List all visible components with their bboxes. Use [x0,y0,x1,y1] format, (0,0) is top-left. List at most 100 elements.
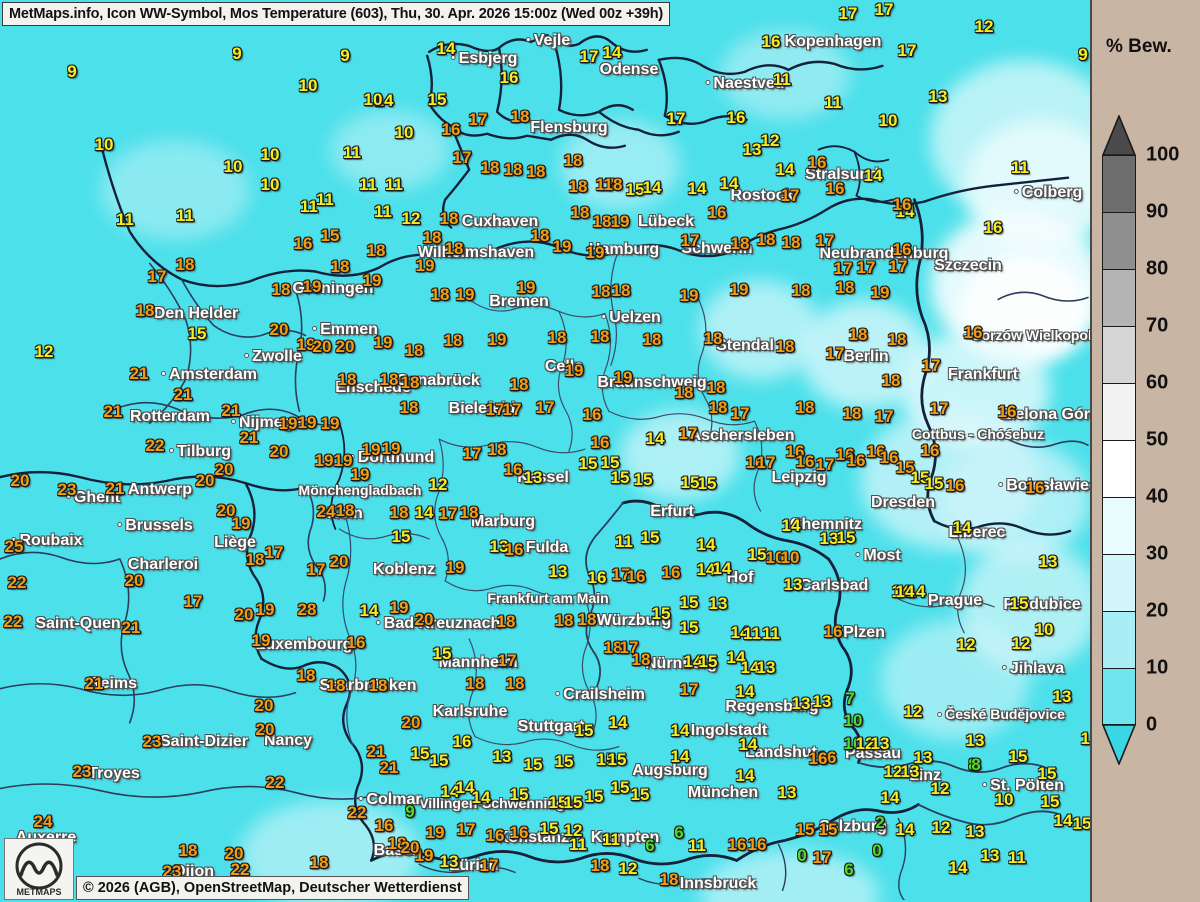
city-name: Regensburg [725,698,819,715]
station-temperature: 18 [465,674,485,693]
station-temperature: 19 [564,361,584,380]
station-temperature: 6 [645,836,655,855]
station-temperature: 15 [563,793,583,812]
station-temperature: 10 [223,157,243,176]
legend-panel: % Bew. 100 90 80 70 60 50 40 30 20 10 0 [1092,0,1200,902]
city-name: Carlsbad [799,577,869,594]
station-temperature: 18 [563,151,583,170]
map-panel[interactable]: Vejle Esbjerg Odense Naestved Kopenhagen Flen… [0,0,1092,902]
city-label: Villingen-Schwenningen [419,795,581,811]
station-temperature: 11 [773,70,791,89]
station-temperature: 18 [404,341,424,360]
station-temperature: 14 [738,735,758,754]
cloud-shading [700,280,820,380]
station-temperature: 16 [509,823,529,842]
city-name: Antwerp [128,481,192,498]
station-temperature: 13 [708,594,728,613]
station-temperature: 15 [548,793,568,812]
station-temperature: 15 [584,787,604,806]
station-temperature: 19 [251,631,271,650]
station-temperature: 16 [747,835,767,854]
colorbar-tick-label: 10 [1146,656,1169,679]
station-temperature: 16 [808,749,828,768]
station-temperature: 15 [1037,764,1057,783]
station-temperature: 12 [883,762,903,781]
station-temperature: 15 [679,593,699,612]
city-label: Bolesławiec [998,477,1090,495]
station-temperature: 13 [965,731,985,750]
station-temperature: 17 [502,400,522,419]
station-temperature: 20 [216,501,236,520]
station-temperature: 15 [600,453,620,472]
station-temperature: 19 [585,243,605,262]
station-temperature: 15 [509,785,529,804]
station-temperature: 17 [680,231,700,250]
station-temperature: 15 [924,474,944,493]
cloud-shading [930,60,1090,220]
station-temperature: 16 [761,32,781,51]
station-temperature: 18 [509,375,529,394]
station-temperature: 18 [387,834,407,853]
station-temperature: 18 [335,501,355,520]
station-temperature: 15 [633,470,653,489]
station-temperature: 16 [920,441,940,460]
station-temperature: 21 [121,618,141,637]
city-label: Zürich [441,857,499,875]
city-label: Groningen [293,280,374,298]
station-temperature: 18 [379,370,399,389]
station-temperature: 18 [730,234,750,253]
station-temperature: 18 [781,233,801,252]
city-label: Stendal [716,337,774,355]
city-name: Innsbruck [679,875,757,892]
station-temperature: 14 [891,582,911,601]
station-temperature: 19 [381,439,401,458]
station-temperature: 16 [997,402,1017,421]
station-temperature: 9 [405,802,415,821]
colorbar-band [1102,611,1136,668]
city-marker-icon [855,552,861,558]
station-temperature: 17 [579,47,599,66]
station-temperature: 18 [791,281,811,300]
city-marker-icon [937,711,943,717]
station-temperature: 18 [271,280,291,299]
station-temperature: 15 [625,180,645,199]
station-temperature: 15 [679,618,699,637]
station-temperature: 19 [613,368,633,387]
city-label: Kassel [517,469,569,487]
city-label: Dresden [871,494,935,512]
city-marker-icon [230,419,236,425]
station-temperature: 14 [670,721,690,740]
station-temperature: 21 [221,401,241,420]
station-temperature: 18 [590,856,610,875]
city-name: Zürich [449,857,499,874]
station-temperature: 15 [578,454,598,473]
station-temperature: 18 [135,301,155,320]
city-name: Villingen-Schwenningen [419,795,581,811]
station-temperature: 10 [94,135,114,154]
station-temperature: 18 [554,611,574,630]
station-temperature: 17 [595,175,615,194]
station-temperature: 13 [489,537,509,556]
colorbar[interactable]: 100 90 80 70 60 50 40 30 20 10 0 [1101,113,1179,767]
city-label: Mannheim [438,654,517,672]
station-temperature: 14 [645,429,665,448]
city-name: Jihlava [1009,660,1065,677]
station-temperature: 18 [503,160,523,179]
station-temperature: 12 [618,859,638,878]
station-temperature: 10 [765,548,785,567]
station-temperature: 16 [727,835,747,854]
station-temperature: 20 [401,713,421,732]
city-marker-icon [1013,189,1019,195]
station-temperature: 20 [269,320,289,339]
station-temperature: 14 [374,91,394,110]
station-temperature: 18 [659,870,679,889]
station-temperature: 17 [929,399,949,418]
station-temperature: 13 [965,822,985,841]
station-temperature: 18 [706,378,726,397]
city-label: Jihlava [1001,660,1065,678]
map-canvas: Vejle Esbjerg Odense Naestved Kopenhagen Flen… [0,0,1090,902]
station-temperature: 14 [948,858,968,877]
station-temperature: 21 [173,385,193,404]
city-label: Roubaix [11,532,83,550]
colorbar-tick-label: 90 [1146,200,1169,223]
